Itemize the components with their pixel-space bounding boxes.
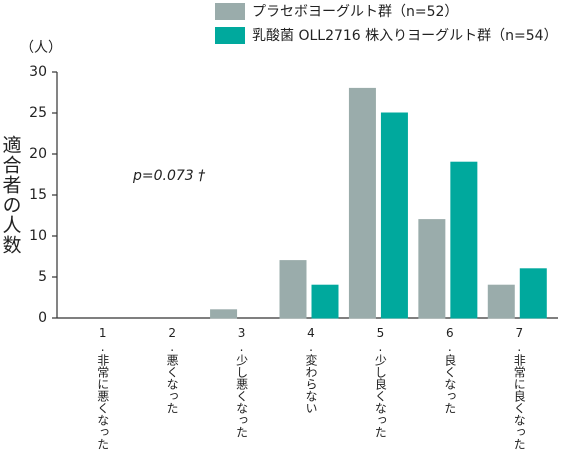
x-tick-label: 7.非常に良くなった [512, 326, 526, 450]
bar [418, 219, 446, 319]
legend-label: 乳酸菌 OLL2716 株入りヨーグルト群（n=54） [252, 28, 558, 44]
bar [348, 87, 376, 319]
x-tick-label: 4.変わらない [304, 326, 318, 414]
bar [487, 284, 515, 319]
bar [279, 260, 307, 319]
y-tick-label: 20 [29, 146, 47, 162]
x-tick-label: 5.少し良くなった [373, 326, 387, 438]
annotation: p=0.073 † [132, 168, 206, 184]
y-tick-label: 15 [29, 187, 47, 203]
bar [450, 161, 478, 319]
y-axis-unit: （人） [20, 40, 62, 56]
y-tick-label: 10 [29, 228, 47, 244]
x-tick-label: 3.少し悪くなった [235, 326, 249, 438]
bar [311, 284, 339, 319]
bar [519, 268, 547, 319]
legend-swatch [215, 3, 245, 20]
y-tick-label: 0 [38, 310, 47, 326]
x-tick-label: 2.悪くなった [165, 326, 179, 414]
y-tick-label: 30 [29, 64, 47, 80]
y-tick-label: 25 [29, 105, 47, 121]
x-tick-label: 1.非常に悪くなった [96, 326, 110, 450]
bar [380, 112, 408, 319]
legend-label: プラセボヨーグルト群（n=52） [252, 4, 458, 20]
legend-swatch [215, 27, 245, 44]
y-tick-label: 5 [38, 269, 47, 285]
bar [210, 309, 238, 319]
y-axis-label: 適合者の人数 [0, 135, 22, 255]
x-tick-label: 6.良くなった [443, 326, 457, 414]
